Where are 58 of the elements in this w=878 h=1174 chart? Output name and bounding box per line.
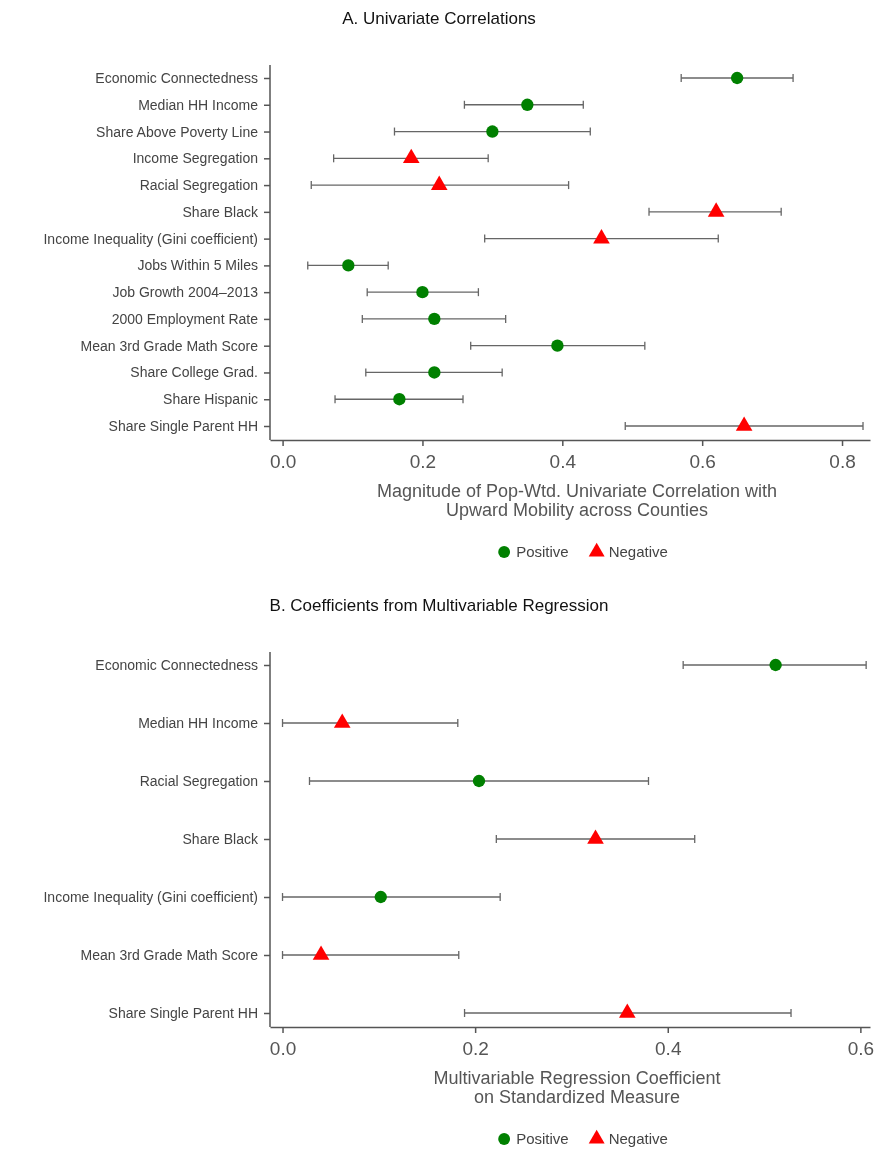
point <box>587 829 604 844</box>
x-tick-label: 0.6 <box>847 1038 875 1059</box>
point <box>312 945 330 960</box>
chart-title: A. Univariate Correlations <box>342 9 536 28</box>
x-tick-label: 0.0 <box>269 1038 297 1059</box>
point <box>393 393 406 406</box>
point <box>342 259 355 272</box>
y-tick-label: Share Black <box>182 830 259 847</box>
point <box>730 71 744 85</box>
point <box>333 713 351 728</box>
point <box>472 774 486 788</box>
point <box>551 339 564 352</box>
y-tick-label: Share Single Parent HH <box>108 1004 258 1021</box>
y-tick-label: Mean 3rd Grade Math Score <box>80 337 259 354</box>
y-tick-label: Income Inequality (Gini coefficient) <box>43 888 258 905</box>
x-tick-label: 0.6 <box>689 451 716 472</box>
x-tick-label: 0.2 <box>409 451 437 472</box>
y-tick-label: Racial Segregation <box>139 772 258 789</box>
x-tick-label: 0.0 <box>269 451 297 472</box>
point <box>402 148 420 164</box>
y-tick-label: Economic Connectedness <box>95 69 258 86</box>
point <box>707 202 725 217</box>
y-tick-label: Share College Grad. <box>130 364 258 381</box>
y-tick-label: Income Segregation <box>132 150 258 167</box>
y-tick-label: 2000 Employment Rate <box>111 310 259 327</box>
y-tick-label: Income Inequality (Gini coefficient) <box>43 230 258 247</box>
point <box>428 366 441 379</box>
point <box>428 312 441 326</box>
y-tick-label: Jobs Within 5 Miles <box>137 257 258 274</box>
x-tick-label: 0.4 <box>655 1038 682 1059</box>
y-tick-label: Share Single Parent HH <box>108 417 258 434</box>
x-axis-title: Multivariable Regression Coefficient on Standardized Measure <box>433 1068 721 1107</box>
legend-label: Positive <box>516 1130 569 1147</box>
legend-label: Negative <box>608 543 668 560</box>
x-axis-title: Magnitude of Pop-Wtd. Univariate Correlation with Upward Mobility across Counties <box>376 481 778 520</box>
x-tick-label: 0.8 <box>829 451 856 472</box>
y-tick-label: Share Hispanic <box>163 391 258 408</box>
point <box>593 229 610 244</box>
y-tick-label: Median HH Income <box>138 96 259 113</box>
x-tick-label: 0.4 <box>549 451 577 472</box>
point <box>430 175 448 190</box>
point <box>486 125 499 138</box>
legend-label: Negative <box>608 1130 668 1147</box>
y-tick-label: Share Black <box>182 203 259 220</box>
point <box>769 658 782 672</box>
y-tick-label: Economic Connectedness <box>95 656 258 673</box>
point <box>416 285 429 299</box>
x-tick-label: 0.2 <box>462 1038 489 1059</box>
y-tick-label: Median HH Income <box>138 714 259 731</box>
point <box>374 890 387 904</box>
point <box>618 1003 636 1018</box>
y-tick-label: Share Above Poverty Line <box>96 123 259 140</box>
chart-title: B. Coefficients from Multivariable Regression <box>269 596 609 615</box>
y-tick-label: Job Growth 2004–2013 <box>112 284 259 301</box>
point <box>521 98 534 111</box>
legend-label: Positive <box>516 543 569 560</box>
y-tick-label: Racial Segregation <box>139 177 258 194</box>
y-tick-label: Mean 3rd Grade Math Score <box>80 946 259 963</box>
